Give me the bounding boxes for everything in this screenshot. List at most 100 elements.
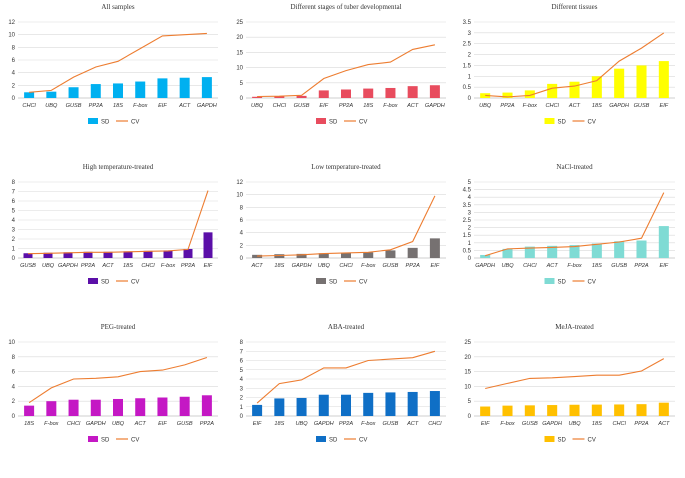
cv-line <box>27 190 209 255</box>
chart-panel: All samples 0 2 4 6 8 10 12 CHCl UBQ GUSB PP2A 18S F-… <box>8 3 218 126</box>
y-tick-label: 0 <box>240 414 244 420</box>
category-label: UBQ <box>42 263 55 269</box>
chart-title: Different tissues <box>552 3 598 11</box>
y-tick-label: 10 <box>236 66 243 72</box>
y-tick-label: 15 <box>464 370 471 376</box>
category-label: UBQ <box>318 263 331 269</box>
sd-bar <box>480 254 491 258</box>
category-label: PP2A <box>634 263 649 269</box>
y-tick-label: 15 <box>236 50 243 56</box>
chart-title: PEG-treated <box>101 323 136 331</box>
category-label: PP2A <box>406 263 421 269</box>
legend-sd-swatch <box>544 436 555 442</box>
sd-bar <box>524 246 535 258</box>
sd-bar <box>547 83 558 98</box>
category-label: GUSB <box>611 263 627 269</box>
sd-bar <box>23 253 33 258</box>
sd-bar <box>274 96 285 98</box>
y-tick-label: 0 <box>468 256 472 262</box>
category-label: F-box <box>44 421 59 427</box>
y-tick-label: 1 <box>12 247 16 253</box>
y-tick-label: 2.5 <box>463 42 472 48</box>
legend-sd-label: SD <box>101 438 110 444</box>
category-label: EIF <box>659 263 668 269</box>
category-label: PP2A <box>200 421 215 427</box>
chart-title: All samples <box>101 3 135 11</box>
y-tick-label: 7 <box>12 190 16 196</box>
category-label: CHCl <box>523 263 537 269</box>
category-label: EIF <box>253 421 262 427</box>
y-tick-label: 3 <box>12 228 16 234</box>
sd-bar <box>614 68 625 98</box>
y-tick-label: 8 <box>240 205 244 211</box>
category-label: EIF <box>204 263 213 269</box>
sd-bar <box>252 96 263 98</box>
sd-bar <box>480 93 491 98</box>
sd-bar <box>341 89 351 98</box>
chart-panel: Different stages of tuber developmental 0… <box>236 3 446 126</box>
cv-line <box>257 195 436 257</box>
y-tick-label: 10 <box>236 193 243 199</box>
cv-line <box>28 356 208 404</box>
category-label: UBQ <box>568 421 581 427</box>
y-tick-label: 4 <box>12 218 16 224</box>
category-label: PP2A <box>500 103 515 109</box>
y-tick-label: 20 <box>464 355 471 361</box>
y-tick-label: 2 <box>12 237 16 243</box>
y-tick-label: 3 <box>468 210 472 216</box>
sd-bar <box>90 84 101 98</box>
chart-panel: High temperature-treated 0 1 2 3 4 5 6 7 8 GUSB UBQ… <box>12 163 218 286</box>
category-label: CHCl <box>67 421 81 427</box>
sd-bar <box>143 250 153 258</box>
cv-line <box>257 44 436 98</box>
legend-cv-label: CV <box>359 280 367 286</box>
sd-bar <box>569 81 580 98</box>
sd-bar <box>385 250 396 258</box>
category-label: CHCl <box>612 421 626 427</box>
legend-sd-label: SD <box>329 438 338 444</box>
cv-line <box>29 32 207 93</box>
category-label: PP2A <box>181 263 196 269</box>
y-tick-label: 2 <box>240 243 244 249</box>
category-label: GUSB <box>383 263 399 269</box>
sd-bar <box>63 252 73 258</box>
legend-sd-swatch <box>316 118 326 124</box>
category-label: GAPDH <box>58 263 79 269</box>
y-tick-label: 5 <box>468 399 472 405</box>
sd-bar <box>614 241 625 258</box>
category-label: ACT <box>657 421 670 427</box>
sd-bar <box>296 95 307 98</box>
sd-bar <box>274 254 285 258</box>
category-label: 18S <box>274 263 284 269</box>
sd-bar <box>502 92 513 98</box>
y-tick-label: 3.5 <box>463 203 472 209</box>
sd-bar <box>502 248 513 258</box>
y-tick-label: 4 <box>240 377 244 383</box>
y-tick-label: 4 <box>12 384 16 390</box>
y-tick-label: 6 <box>12 370 16 376</box>
category-label: ACT <box>134 421 147 427</box>
category-label: GAPDH <box>197 103 218 109</box>
sd-bar <box>480 406 491 416</box>
category-label: UBQ <box>295 421 308 427</box>
y-tick-label: 0 <box>240 256 244 262</box>
sd-bar <box>591 76 602 98</box>
y-tick-label: 3 <box>468 31 472 37</box>
y-tick-label: 1 <box>468 74 472 80</box>
sd-bar <box>658 402 669 416</box>
category-label: GAPDH <box>609 103 630 109</box>
y-tick-label: 12 <box>8 20 15 26</box>
sd-bar <box>569 404 580 416</box>
y-tick-label: 25 <box>464 340 471 346</box>
y-tick-label: 4.5 <box>463 188 472 194</box>
category-label: ACT <box>251 263 264 269</box>
category-label: ACT <box>546 263 559 269</box>
y-tick-label: 20 <box>236 35 243 41</box>
chart-panel: PEG-treated 0 2 4 6 8 10 18S F-box CHCl GAPDH UBQ AC… <box>8 323 218 444</box>
y-tick-label: 5 <box>468 180 472 186</box>
y-tick-label: 0 <box>12 256 16 262</box>
legend-cv-label: CV <box>359 120 367 126</box>
y-tick-label: 8 <box>240 340 244 346</box>
category-label: 18S <box>123 263 133 269</box>
cv-line <box>485 358 665 390</box>
